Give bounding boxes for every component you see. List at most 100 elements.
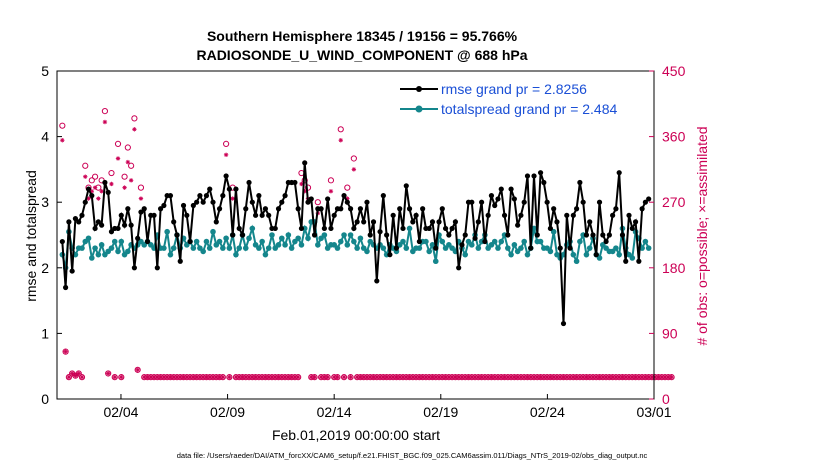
obs-assimilated-stroke xyxy=(299,182,304,186)
rmse-point xyxy=(436,219,442,225)
totalspread-point xyxy=(193,238,200,245)
obs-assimilated-point xyxy=(312,374,317,380)
totalspread-point xyxy=(547,248,554,255)
rmse-point xyxy=(157,206,164,212)
rmse-point xyxy=(479,199,485,205)
totalspread-point xyxy=(357,235,364,242)
obs-assimilated-point xyxy=(328,189,334,194)
obs-assimilated-stroke xyxy=(348,375,353,379)
totalspread-point xyxy=(629,255,636,261)
rmse-point xyxy=(606,232,612,238)
rmse-point xyxy=(393,245,400,251)
y-left-tick-label: 3 xyxy=(41,194,49,210)
obs-assimilated-stroke xyxy=(116,156,120,161)
totalspread-point xyxy=(344,242,351,248)
rmse-point xyxy=(351,225,357,232)
rmse-point xyxy=(387,252,393,258)
obs-assimilated-stroke xyxy=(125,160,130,164)
y-left-tick-label: 4 xyxy=(41,129,49,145)
totalspread-point xyxy=(380,245,387,251)
obs-assimilated-stroke xyxy=(122,185,127,190)
rmse-point xyxy=(596,199,603,205)
rmse-point xyxy=(76,219,82,225)
rmse-point xyxy=(282,193,288,199)
rmse-point xyxy=(72,216,79,222)
rmse-point xyxy=(131,265,137,271)
obs-assimilated-stroke xyxy=(338,138,343,143)
x-axis-label: Feb.01,2019 00:00:00 start xyxy=(272,427,440,443)
obs-assimilated-stroke xyxy=(119,375,124,379)
rmse-point xyxy=(397,206,403,212)
totalspread-point xyxy=(92,245,98,251)
rmse-point xyxy=(446,232,452,238)
rmse-point xyxy=(66,219,72,225)
rmse-point xyxy=(390,212,396,218)
rmse-point xyxy=(456,265,462,271)
obs-assimilated-point xyxy=(122,185,127,190)
rmse-point xyxy=(442,225,449,232)
rmse-point xyxy=(135,235,141,241)
rmse-point xyxy=(325,196,331,202)
totalspread-point xyxy=(596,255,603,261)
rmse-point xyxy=(590,232,596,238)
rmse-point xyxy=(583,232,590,238)
rmse-point xyxy=(541,179,547,186)
rmse-point xyxy=(151,212,157,218)
x-axis: 02/04 02/09 02/14 02/19 02/24 03/01 xyxy=(103,394,672,420)
totalspread-point xyxy=(98,242,105,248)
rmse-point xyxy=(197,193,203,199)
rmse-point xyxy=(266,212,272,218)
obs-possible-point xyxy=(340,374,348,381)
obs-assimilated-stroke xyxy=(230,196,235,201)
totalspread-point xyxy=(295,235,301,242)
totalspread-point xyxy=(462,251,469,258)
obs-assimilated-point xyxy=(66,374,72,380)
rmse-point xyxy=(174,232,180,238)
totalspread-point xyxy=(298,242,305,248)
rmse-point xyxy=(632,219,639,225)
totalspread-point xyxy=(406,225,413,232)
rmse-point xyxy=(82,199,88,205)
rmse-point xyxy=(256,193,262,199)
rmse-point xyxy=(318,206,324,212)
rmse-point xyxy=(515,222,521,228)
obs-possible-point xyxy=(131,115,138,122)
rmse-point xyxy=(626,212,632,218)
rmse-point xyxy=(341,193,347,199)
totalspread-point xyxy=(203,238,210,245)
rmse-point xyxy=(207,186,213,192)
totalspread-point xyxy=(190,245,197,251)
totalspread-point xyxy=(337,238,344,245)
obs-assimilated-stroke xyxy=(342,375,346,379)
rmse-point xyxy=(233,186,239,192)
y-right-tick-label: 180 xyxy=(662,260,686,276)
rmse-point xyxy=(187,238,193,245)
rmse-series xyxy=(59,160,652,327)
totalspread-point xyxy=(118,238,125,245)
totalspread-point xyxy=(416,245,423,251)
obs-possible-point xyxy=(62,348,69,355)
totalspread-point xyxy=(278,235,285,242)
rmse-point xyxy=(410,219,416,225)
rmse-point xyxy=(118,212,124,218)
obs-possible-point xyxy=(82,162,89,169)
obs-assimilated-point xyxy=(112,374,117,380)
obs-possible-point xyxy=(137,184,145,191)
chart-title-line2: RADIOSONDE_U_WIND_COMPONENT @ 688 hPa xyxy=(196,47,527,63)
y-left-tick-label: 2 xyxy=(41,260,49,276)
rmse-point xyxy=(295,206,301,212)
plot-frame xyxy=(56,70,655,400)
obs-possible-point xyxy=(347,374,354,381)
y-left-tick-label: 1 xyxy=(41,325,49,341)
rmse-point xyxy=(99,222,105,228)
totalspread-point xyxy=(167,251,174,258)
rmse-point xyxy=(167,193,174,199)
totalspread-point xyxy=(586,245,593,251)
totalspread-point xyxy=(79,245,85,251)
totalspread-point xyxy=(508,251,514,258)
rmse-point xyxy=(230,232,236,238)
rmse-point xyxy=(138,209,144,215)
rmse-point xyxy=(95,219,101,225)
totalspread-point xyxy=(200,248,206,255)
